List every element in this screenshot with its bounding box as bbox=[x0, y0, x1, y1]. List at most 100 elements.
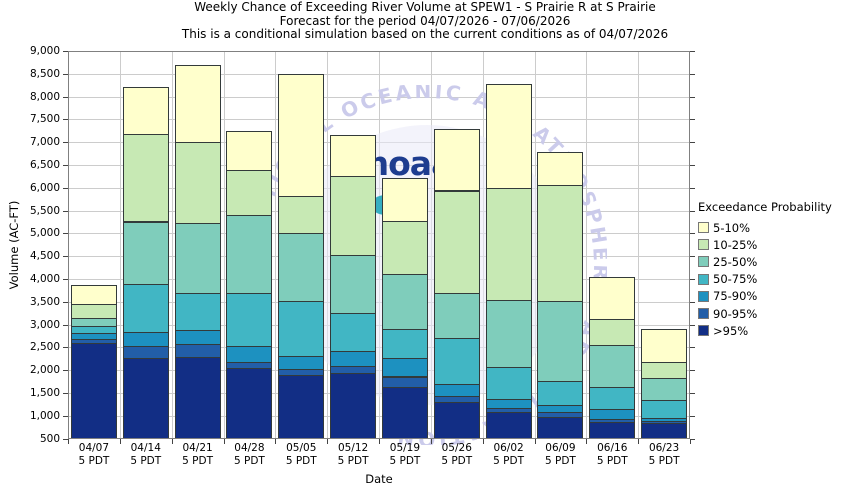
bar-segment-50-75% bbox=[122, 283, 169, 334]
legend-label: 25-50% bbox=[713, 254, 758, 269]
y-tick-right bbox=[690, 187, 695, 189]
bar-segment-5-10% bbox=[537, 151, 584, 187]
y-tick-right bbox=[690, 392, 695, 394]
bar-segment-25-50% bbox=[226, 214, 273, 295]
x-tick-label: 04/14 5 PDT bbox=[120, 442, 172, 467]
bar-segment-10-25% bbox=[485, 187, 532, 301]
bar-segment-50-75% bbox=[589, 387, 636, 411]
legend-swatch bbox=[698, 222, 709, 234]
bar-segment-5-10% bbox=[174, 64, 221, 144]
y-tick-left bbox=[63, 415, 68, 417]
y-tick-right bbox=[690, 142, 695, 144]
x-tick-time: 5 PDT bbox=[493, 454, 524, 467]
x-gridline bbox=[534, 51, 536, 439]
bar-segment->95% bbox=[485, 411, 532, 440]
x-tick-label: 04/07 5 PDT bbox=[68, 442, 120, 467]
x-tick-label: 06/09 5 PDT bbox=[535, 442, 587, 467]
x-tick-date: 06/23 bbox=[648, 442, 680, 454]
bar-segment-10-25% bbox=[278, 196, 325, 234]
bar-segment-10-25% bbox=[70, 304, 117, 319]
legend-swatch bbox=[698, 256, 709, 268]
x-tick-date: 05/19 bbox=[389, 442, 421, 454]
y-tick-left bbox=[63, 324, 68, 326]
x-tick-label: 06/23 5 PDT bbox=[638, 442, 690, 467]
legend-swatch bbox=[698, 239, 709, 251]
bar-segment-25-50% bbox=[278, 232, 325, 303]
bar-segment-10-25% bbox=[589, 318, 636, 347]
bar-segment-5-10% bbox=[433, 129, 480, 192]
x-tick bbox=[275, 438, 277, 444]
bar-segment-50-75% bbox=[381, 329, 428, 359]
bar-segment-10-25% bbox=[381, 220, 428, 275]
bar-segment-10-25% bbox=[537, 185, 584, 302]
y-tick-left bbox=[63, 233, 68, 235]
y-tick-label: 6,500 bbox=[29, 158, 60, 171]
y-tick-right bbox=[690, 233, 695, 235]
legend-item: 90-95% bbox=[698, 305, 832, 322]
bar-segment-5-10% bbox=[485, 83, 532, 189]
bar-segment->95% bbox=[537, 416, 584, 440]
x-tick bbox=[68, 438, 69, 444]
x-tick-time: 5 PDT bbox=[233, 454, 265, 467]
bar-segment-25-50% bbox=[122, 221, 169, 285]
bar-segment->95% bbox=[226, 368, 273, 440]
bar-segment-75-90% bbox=[174, 330, 221, 346]
y-tick-left bbox=[63, 73, 68, 75]
y-tick-left bbox=[63, 142, 68, 144]
x-gridline bbox=[223, 51, 225, 439]
x-tick-time: 5 PDT bbox=[78, 454, 110, 467]
bar-segment-75-90% bbox=[278, 356, 325, 370]
y-tick-left bbox=[63, 119, 68, 121]
x-tick-time: 5 PDT bbox=[596, 454, 628, 467]
x-gridline bbox=[119, 51, 121, 439]
x-tick-date: 06/09 bbox=[545, 442, 576, 454]
bar-segment-5-10% bbox=[226, 130, 273, 171]
bar-segment-5-10% bbox=[122, 87, 169, 135]
y-tick-label: 9,000 bbox=[29, 45, 60, 57]
bar-segment->95% bbox=[381, 386, 428, 440]
x-tick-date: 05/12 bbox=[337, 442, 369, 454]
x-tick bbox=[379, 438, 380, 444]
y-tick-right bbox=[690, 210, 695, 212]
x-tick-label: 05/12 5 PDT bbox=[327, 442, 379, 467]
y-tick-left bbox=[63, 164, 68, 166]
legend-label: 90-95% bbox=[713, 306, 758, 321]
bar-segment->95% bbox=[641, 423, 688, 440]
bar-segment-5-10% bbox=[70, 284, 117, 306]
bar-segment-50-75% bbox=[278, 301, 325, 358]
legend-label: 50-75% bbox=[713, 272, 758, 287]
bar-segment->95% bbox=[122, 358, 169, 440]
legend-item: 75-90% bbox=[698, 288, 832, 305]
x-tick-label: 06/02 5 PDT bbox=[483, 442, 535, 467]
x-tick bbox=[171, 438, 173, 444]
y-tick-right bbox=[690, 370, 695, 372]
x-gridline bbox=[430, 51, 432, 439]
x-tick-date: 05/05 bbox=[286, 442, 317, 454]
x-tick-label: 05/26 5 PDT bbox=[431, 442, 483, 467]
bar-segment-25-50% bbox=[381, 273, 428, 331]
x-tick bbox=[534, 438, 536, 444]
legend-items: 5-10% 10-25% 25-50% 50-75% 75-90% 90-95% >95% bbox=[698, 219, 832, 339]
x-tick bbox=[482, 438, 484, 444]
bar-segment-25-50% bbox=[537, 300, 584, 383]
x-tick-date: 06/02 bbox=[493, 442, 524, 454]
y-tick-label: 8,500 bbox=[29, 67, 60, 80]
bar-segment->95% bbox=[70, 342, 117, 440]
x-tick-label: 04/21 5 PDT bbox=[172, 442, 224, 467]
bar-segment-50-75% bbox=[537, 381, 584, 407]
legend-label: 10-25% bbox=[713, 237, 758, 252]
bar-segment-50-75% bbox=[174, 293, 221, 331]
bar-segment-10-25% bbox=[330, 176, 377, 256]
y-tick-left bbox=[63, 438, 68, 440]
bar-segment-75-90% bbox=[381, 357, 428, 378]
x-tick bbox=[430, 438, 432, 444]
bar-segment-5-10% bbox=[589, 276, 636, 320]
bar-segment-50-75% bbox=[330, 313, 377, 352]
y-tick-right bbox=[690, 324, 695, 326]
bar-segment-10-25% bbox=[641, 362, 688, 380]
legend-swatch bbox=[698, 325, 709, 337]
x-tick bbox=[327, 438, 329, 444]
x-gridline bbox=[327, 51, 329, 439]
x-gridline bbox=[482, 51, 484, 439]
